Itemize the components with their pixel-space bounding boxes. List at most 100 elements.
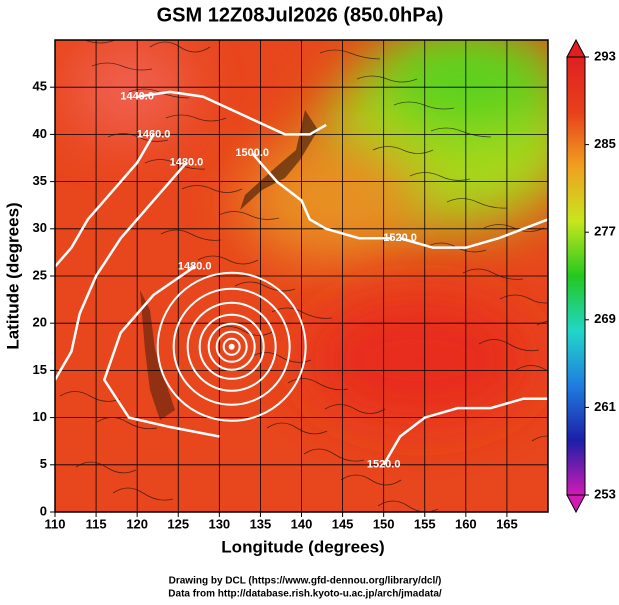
streamline (393, 101, 455, 110)
x-tick-label: 125 (167, 516, 189, 531)
contour (102, 265, 220, 438)
x-tick-label: 155 (414, 516, 436, 531)
contour-label: 1480.0 (170, 157, 204, 169)
colorbar-tick-label: 261 (594, 399, 616, 414)
colorbar-tick-label: 269 (594, 311, 616, 326)
streamline (107, 133, 169, 142)
cyclone-ring (207, 322, 256, 371)
axes: 110 115 120 125 130 135 140 145 150 155 160 165 0 5 10… (33, 79, 518, 532)
y-tick-label: 20 (33, 315, 47, 330)
streamline (197, 255, 259, 265)
streamline (96, 417, 158, 430)
chart-title: GSM 12Z08Jul2026 (850.0hPa) (157, 4, 444, 26)
contours: 1440.0 1460.0 1480.0 1500.0 1520.0 1480.0 1520… (55, 40, 548, 512)
streamline (91, 62, 153, 71)
colorbar-tick-label: 293 (594, 48, 616, 63)
credit: Drawing by DCL (https://www.gfd-dennou.o… (169, 576, 442, 587)
colorbar-tick-label: 277 (594, 224, 616, 239)
x-tick-label: 140 (291, 516, 313, 531)
streamline (483, 224, 545, 232)
credit: Data from http://database.rish.kyoto-u.a… (168, 589, 442, 600)
contour (55, 133, 155, 268)
cyclone-ring (198, 313, 265, 380)
streamline (515, 365, 548, 372)
contour (399, 218, 548, 249)
streamline (478, 339, 540, 352)
contour-label: 1440.0 (120, 91, 154, 103)
x-tick-label: 130 (208, 516, 230, 531)
streamline (356, 75, 418, 83)
x-axis-label: Longitude (degrees) (221, 537, 384, 556)
y-axis-label: Latitude (degrees) (3, 202, 22, 349)
streamline (446, 198, 508, 209)
field-warm (70, 40, 190, 140)
cyclone-ring (222, 337, 241, 356)
colorbar-scale (566, 56, 586, 496)
streamline (536, 320, 548, 326)
field-cool (380, 40, 548, 130)
streamline (181, 185, 243, 193)
streamline (234, 281, 296, 292)
streamline (218, 211, 280, 220)
colorbar-arrow (566, 38, 586, 58)
streamline (462, 268, 524, 280)
field: 1440.0 1460.0 1480.0 1500.0 1520.0 1480.0 1520… (55, 40, 548, 512)
contour-label: 1500.0 (235, 147, 269, 159)
contour-label: 1520.0 (383, 232, 417, 244)
streamline (340, 474, 402, 486)
y-tick-label: 10 (33, 409, 47, 424)
streamline (409, 172, 471, 181)
coastline (240, 110, 318, 210)
streamline (303, 448, 365, 462)
streamline (128, 88, 190, 99)
streamline (499, 294, 548, 304)
colorbar-tick-label: 285 (594, 136, 616, 151)
colorbar-tick-label: 253 (594, 486, 616, 501)
y-tick-label: 5 (40, 456, 47, 471)
cyclone-ring (172, 287, 291, 406)
cyclone-ring (156, 271, 307, 422)
cyclone-center (228, 343, 235, 350)
streamline (213, 326, 275, 336)
streamline (144, 159, 206, 170)
contour-label: 1480.0 (178, 260, 212, 272)
y-tick-label: 30 (33, 220, 47, 235)
contour-label: 1520.0 (367, 459, 401, 471)
contour (136, 90, 327, 136)
streamline (75, 461, 137, 474)
streamline (324, 404, 386, 414)
streamline (59, 391, 121, 402)
x-tick-label: 160 (455, 516, 477, 531)
field-warm (310, 300, 530, 420)
contour-label: 1460.0 (137, 128, 171, 140)
streamline (160, 229, 222, 241)
x-tick-label: 115 (86, 516, 107, 531)
y-tick-label: 45 (33, 79, 47, 94)
x-tick-label: 150 (373, 516, 395, 531)
coastline (140, 290, 175, 420)
streamline (430, 127, 492, 138)
cyclone-ring (186, 301, 277, 392)
y-tick-label: 40 (33, 126, 47, 141)
streamline (149, 41, 211, 53)
contour (55, 161, 188, 381)
streamline (271, 307, 333, 319)
x-tick-label: 110 (45, 516, 66, 531)
streamline (266, 422, 328, 435)
y-tick-label: 25 (33, 267, 47, 282)
streamline (55, 40, 116, 44)
x-tick-label: 165 (496, 516, 518, 531)
grid (55, 40, 548, 512)
x-tick-label: 120 (126, 516, 148, 531)
y-tick-label: 35 (33, 173, 47, 188)
streamline (319, 49, 381, 60)
x-tick-label: 135 (250, 516, 272, 531)
y-tick-label: 15 (33, 362, 47, 377)
contour (382, 397, 548, 466)
streamline (112, 487, 174, 501)
streamline (287, 378, 349, 391)
cyclone-ring (215, 330, 248, 363)
streamline (372, 146, 434, 154)
streamline (531, 435, 548, 442)
